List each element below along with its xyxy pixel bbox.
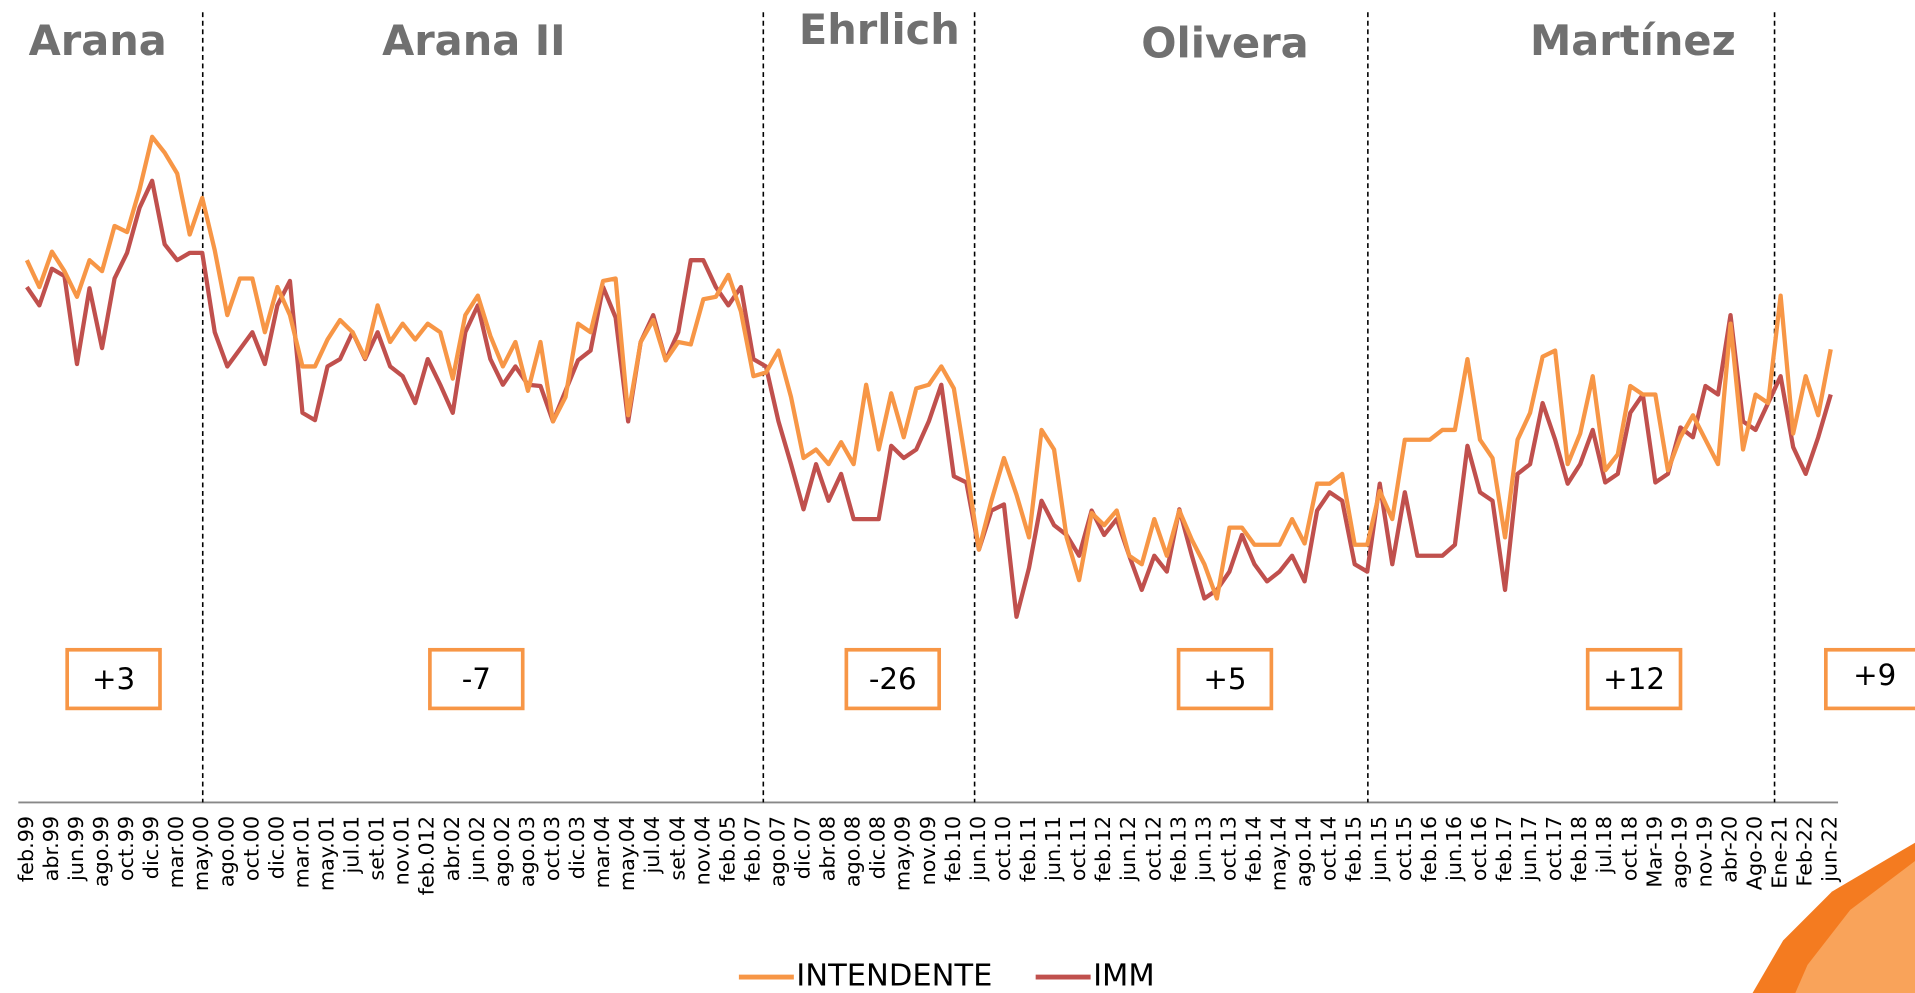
x-tick-label: dic.99: [139, 816, 163, 879]
x-tick-label: feb.14: [1241, 816, 1265, 882]
x-tick-label: oct.11: [1066, 816, 1090, 881]
x-tick-label: jun.10: [966, 816, 990, 882]
x-tick-label: oct.18: [1617, 816, 1641, 881]
x-tick-label: ago.03: [515, 816, 539, 887]
x-tick-label: dic.00: [264, 816, 288, 879]
x-tick-label: Mar-19: [1642, 816, 1666, 888]
x-tick-label: jun.13: [1191, 816, 1215, 882]
x-tick-label: ago.07: [765, 816, 789, 887]
x-tick-label: feb.13: [1166, 816, 1190, 882]
x-tick-label: ago.02: [490, 816, 514, 887]
annotation: +5: [1203, 662, 1246, 696]
x-tick-label: feb.11: [1016, 816, 1040, 882]
x-tick-label: jun.12: [1116, 816, 1140, 882]
x-tick-label: oct.10: [991, 816, 1015, 881]
x-tick-label: feb.07: [740, 816, 764, 882]
annotation: +12: [1603, 662, 1665, 696]
x-tick-label: nov.01: [390, 816, 414, 886]
x-tick-label: oct.03: [540, 816, 564, 881]
annotation-box: [1585, 647, 1683, 711]
x-tick-label: Ago-20: [1743, 816, 1767, 890]
x-tick-label: ago-19: [1667, 816, 1691, 889]
annotation-box: [1824, 647, 1915, 711]
x-tick-label: jun-22: [1818, 816, 1842, 883]
annotation-box: [1176, 647, 1274, 711]
x-tick-label: oct.16: [1467, 816, 1491, 881]
x-tick-label: jun.11: [1041, 816, 1065, 882]
x-tick-label: dic.07: [791, 816, 815, 879]
x-tick-label: jun.16: [1442, 816, 1466, 882]
x-tick-label: may.01: [315, 816, 339, 891]
x-tick-label: nov.04: [690, 816, 714, 886]
x-tick-label: ago.00: [214, 816, 238, 887]
x-tick-label: oct.14: [1317, 816, 1341, 881]
x-tick-label: mar.00: [164, 816, 188, 889]
x-tick-label: may.09: [891, 816, 915, 891]
period-name: Arana: [29, 16, 167, 65]
annotation: -26: [869, 662, 917, 696]
annotation: +9: [1853, 658, 1896, 692]
x-tick-label: abr.02: [440, 816, 464, 882]
x-tick-label: feb.18: [1567, 816, 1591, 882]
x-tick-label: ago.14: [1292, 816, 1316, 887]
x-tick-label: mar.01: [289, 816, 313, 889]
x-tick-label: jun.02: [465, 816, 489, 882]
x-tick-label: Feb-22: [1793, 816, 1817, 887]
x-tick-label: may.00: [189, 816, 213, 891]
x-tick-label: dic.03: [565, 816, 589, 879]
x-tick-label: feb.16: [1417, 816, 1441, 882]
period-name: Olivera: [1141, 18, 1308, 67]
annotation-box: [65, 647, 162, 711]
x-tick-label: ago.99: [89, 816, 113, 887]
x-tick-label: abr.08: [816, 816, 840, 882]
x-tick-label: oct.13: [1216, 816, 1240, 881]
x-tick-label: jun.15: [1367, 816, 1391, 882]
annotation: +3: [92, 662, 135, 696]
legend-label: INTENDENTE: [796, 959, 992, 993]
legend-label: IMM: [1093, 959, 1155, 993]
x-tick-label: oct.15: [1392, 816, 1416, 881]
x-tick-label: nov.09: [916, 816, 940, 886]
period-name: Ehrlich: [799, 5, 960, 54]
series-line: [24, 134, 1833, 601]
x-tick-label: oct.12: [1141, 816, 1165, 881]
x-tick-label: oct.00: [239, 816, 263, 881]
x-tick-label: dic.08: [866, 816, 890, 879]
x-tick-label: feb.05: [715, 816, 739, 882]
series-line: [25, 178, 1833, 619]
x-tick-label: jul.18: [1592, 816, 1616, 875]
period-name: Arana II: [382, 16, 566, 65]
x-tick-label: feb.12: [1091, 816, 1115, 882]
x-tick-label: abr.99: [39, 816, 63, 882]
annotation-box: [844, 647, 942, 711]
corner-decoration: [1795, 861, 1915, 993]
annotation-box: [428, 647, 525, 711]
x-tick-label: jun.99: [64, 816, 88, 882]
x-tick-label: mar.04: [590, 816, 614, 889]
x-tick-label: feb.15: [1342, 816, 1366, 882]
x-tick-label: Ene-21: [1768, 816, 1792, 889]
annotation: -7: [462, 662, 491, 696]
x-tick-label: jun.17: [1517, 816, 1541, 882]
x-tick-label: ago.08: [841, 816, 865, 887]
x-tick-label: feb.99: [14, 816, 38, 882]
x-tick-label: feb.17: [1492, 816, 1516, 882]
x-tick-label: jul.04: [640, 816, 664, 875]
x-tick-label: feb.10: [941, 816, 965, 882]
x-tick-label: jul.01: [340, 816, 364, 875]
x-tick-label: may.14: [1267, 816, 1291, 891]
period-name: Martínez: [1530, 16, 1736, 65]
x-tick-label: oct.17: [1542, 816, 1566, 881]
x-tick-label: may.04: [615, 816, 639, 891]
x-tick-label: set.04: [665, 816, 689, 881]
x-tick-label: feb.012: [415, 816, 439, 895]
x-tick-label: nov-19: [1692, 816, 1716, 887]
x-tick-label: oct.99: [114, 816, 138, 881]
x-tick-label: set.01: [365, 816, 389, 881]
x-tick-label: abr-20: [1718, 816, 1742, 883]
